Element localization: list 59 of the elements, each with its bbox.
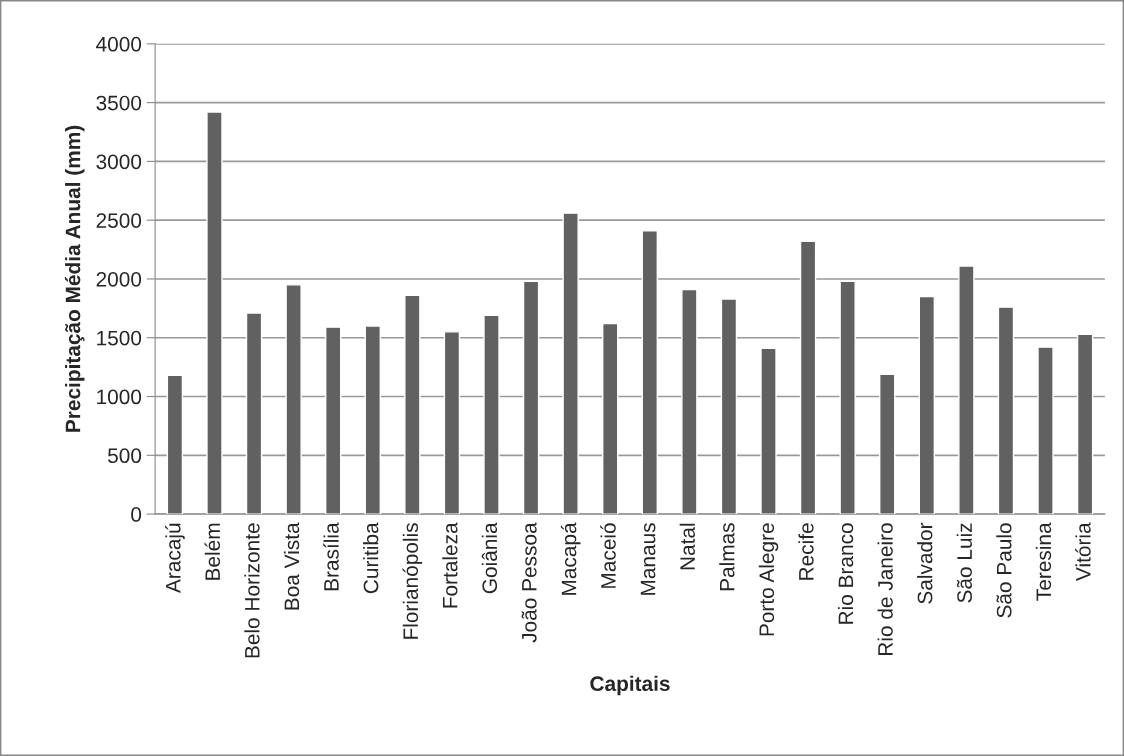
y-tick-label: 2500 [96,213,142,228]
bar [799,240,817,515]
y-tick-label: 1500 [97,330,142,346]
bar [1076,333,1094,515]
x-tick-label: Rio de Janeiro [877,523,893,656]
x-tick-label: Teresina [1035,522,1052,601]
x-tick-label: Aracajú [165,523,185,594]
y-axis-title: Precipitação Média Anual (mm) [64,125,85,432]
bar [166,374,184,515]
bar [839,280,856,515]
bar [958,265,975,515]
x-tick-label: Macapá [560,522,581,595]
x-tick-label: Curitiba [363,522,379,594]
bar [483,314,500,515]
bar [206,111,223,515]
x-tick-label: Vitória [1075,522,1091,582]
x-tick-label: Brasília [323,522,339,591]
x-tick-label: Natal [679,523,695,570]
bar [364,325,381,515]
bar [324,326,342,515]
x-tick-label: Florianópolis [402,523,423,639]
bar [285,284,302,515]
x-tick-label: São Luiz [956,523,972,603]
bar [404,294,421,515]
x-tick-label: Porto Alegre [758,523,779,636]
y-tick-label: 3000 [96,154,142,170]
y-tick-label: 3500 [96,95,142,111]
bar [522,280,540,515]
bar [562,212,579,515]
x-tick-label: Fortaleza [442,522,458,608]
bar [443,331,461,515]
x-tick-label: João Pessoa [521,522,537,643]
bar [245,312,263,515]
x-tick-label: Rio Branco [837,523,854,624]
x-tick-label: Goiânia [481,522,498,594]
x-tick-label: Recife [798,523,814,580]
x-tick-label: Palmas [719,523,735,591]
x-tick-label: Manaus [640,523,656,595]
y-tick-label: 500 [108,448,142,464]
x-tick-label: Maceió [600,523,616,588]
y-tick-label: 4000 [96,36,142,52]
x-tick-label: Belém [204,523,221,580]
x-tick-label: Belo Horizonte [244,523,260,658]
x-tick-label: São Paulo [996,523,1012,618]
bar [997,306,1015,515]
bar [879,373,896,515]
x-axis-title: Capitais [590,675,670,696]
bar [602,322,619,515]
bar [1037,346,1054,515]
bar [760,347,777,515]
y-tick-label: 2000 [96,271,142,287]
bar [720,298,738,515]
y-tick-label: 1000 [97,389,142,405]
bar [918,295,936,515]
x-tick-label: Boa Vista [283,522,300,610]
y-tick-label: 0 [131,507,142,522]
bar [681,288,698,515]
x-tick-label: Salvador [917,522,933,604]
bar [641,230,659,515]
